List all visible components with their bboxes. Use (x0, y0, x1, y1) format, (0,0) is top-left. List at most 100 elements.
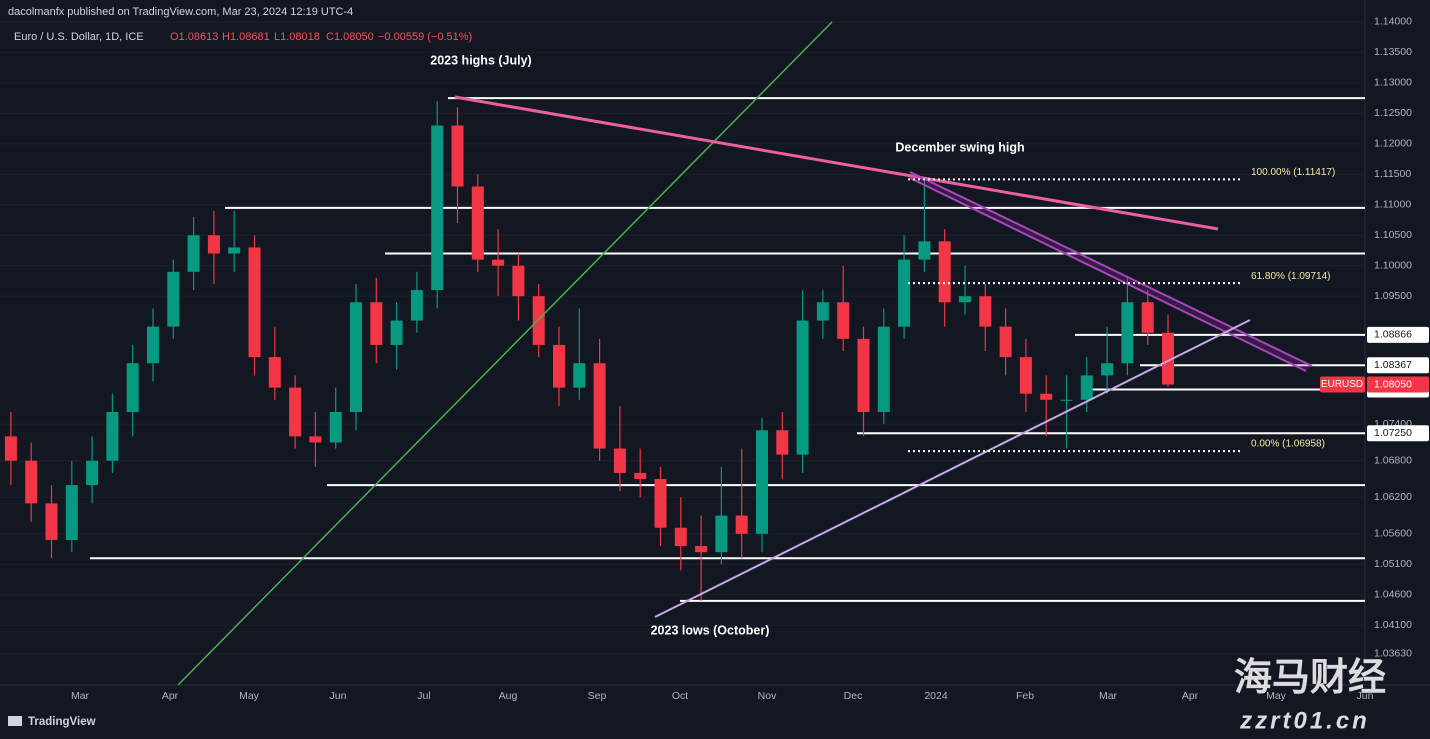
price-tags: 1.088661.083671.079681.07250EURUSD1.0805… (1320, 326, 1429, 442)
fib-label: 0.00% (1.06958) (1251, 439, 1325, 450)
price-tag-label: 1.07250 (1374, 427, 1412, 439)
x-tick-label: May (1266, 690, 1287, 702)
candle-body (613, 448, 626, 473)
candle-body (147, 326, 159, 364)
x-tick-label: 2024 (924, 690, 948, 702)
candle-body (837, 302, 850, 339)
last-price-name-box (1320, 376, 1365, 393)
ohlc-value: L1.08018 (274, 31, 320, 43)
time-axis: Mar Apr May Jun Jul Aug Sep Oct Nov Dec 2024 Feb Mar… (71, 690, 1374, 702)
annotation: December swing high (895, 140, 1024, 154)
price-tag-label: 1.08367 (1374, 359, 1412, 371)
candle-body (634, 472, 647, 480)
candle-body (735, 515, 748, 534)
candle-body (86, 460, 99, 486)
x-tick-label: May (239, 690, 260, 702)
x-tick-label: Mar (71, 690, 90, 702)
candle-body (390, 320, 403, 345)
candle-body (106, 411, 119, 461)
candle-body (228, 247, 241, 254)
candle-body (512, 265, 525, 297)
candle-body (370, 302, 383, 345)
x-tick-label: Jun (330, 690, 347, 702)
candle-body (918, 241, 931, 260)
candle-body (207, 235, 220, 254)
y-tick-label: 1.11000 (1374, 199, 1411, 211)
candle-body (816, 302, 829, 321)
fib-levels: 100.00% (1.11417) 61.80% (1.09714) 0.00% (… (908, 167, 1335, 453)
candle-body (695, 546, 708, 553)
candle-body (898, 259, 911, 327)
candle-body (1019, 357, 1032, 394)
candle-body (65, 485, 78, 540)
candle-body (4, 436, 17, 461)
trendline-purple (909, 177, 1307, 372)
x-tick-label: Feb (1016, 690, 1034, 702)
watermark: 海马财经 (1234, 657, 1386, 699)
trendline-lilac (654, 319, 1251, 618)
last-price-label: 1.08050 (1374, 378, 1412, 390)
candle-body (492, 259, 505, 266)
x-tick-label: Sep (588, 690, 607, 702)
grid (0, 21, 1365, 655)
y-tick-label: 1.05600 (1374, 528, 1412, 540)
trendline-green (177, 21, 833, 685)
y-tick-label: 1.10000 (1374, 259, 1412, 271)
logo-text: TradingView (28, 716, 96, 728)
y-tick-label: 1.10500 (1374, 229, 1412, 241)
ohlc-value: C1.08050 (326, 31, 374, 43)
last-price-box (1367, 376, 1429, 393)
candle-body (532, 296, 545, 345)
y-tick-label: 1.06800 (1374, 455, 1412, 467)
x-tick-label: Apr (162, 690, 179, 702)
candle-body (329, 411, 342, 443)
candle-body (776, 430, 789, 455)
x-tick-label: Aug (499, 690, 518, 702)
candle-body (471, 186, 484, 260)
trendline-pink (454, 95, 1219, 231)
last-price-name: EURUSD (1321, 379, 1363, 390)
price-tag-label: 1.08866 (1374, 329, 1412, 341)
price-tag-box (1367, 326, 1429, 343)
annotation: 2023 lows (October) (651, 623, 770, 637)
candle-body (167, 271, 180, 327)
candle-body (654, 479, 667, 528)
candle-body (187, 235, 200, 272)
y-tick-label: 1.06200 (1374, 491, 1412, 503)
candle-body (289, 387, 302, 437)
candle-body (1141, 302, 1154, 333)
candle-body (553, 344, 565, 388)
candle-body (573, 363, 586, 388)
candle-body (796, 320, 809, 455)
logo-icon (8, 716, 22, 726)
x-tick-label: Apr (1182, 690, 1199, 702)
candle-body (1060, 399, 1073, 401)
y-tick-label: 1.13500 (1374, 46, 1412, 58)
symbol-title: Euro / U.S. Dollar, 1D, ICE (14, 31, 144, 43)
candle-body (674, 527, 687, 547)
x-tick-label: Jul (417, 690, 430, 702)
candle-body (938, 241, 951, 303)
x-tick-label: Nov (758, 690, 777, 702)
ohlc-value: H1.08681 (222, 31, 270, 43)
fib-label: 100.00% (1.11417) (1251, 167, 1335, 178)
ohlc-value: −0.00559 (−0.51%) (378, 31, 472, 43)
y-tick-label: 1.03630 (1374, 648, 1412, 660)
y-tick-label: 1.14000 (1374, 16, 1412, 28)
attribution: dacolmanfx published on TradingView.com,… (8, 6, 353, 18)
x-tick-label: Mar (1099, 690, 1118, 702)
y-tick-label: 1.05100 (1374, 558, 1412, 570)
candle-body (959, 296, 971, 303)
candle-body (431, 125, 444, 291)
channel-fill (910, 172, 1312, 371)
candle-body (1101, 363, 1114, 376)
candle-body (350, 302, 362, 412)
candle-body (451, 125, 464, 187)
y-tick-label: 1.12500 (1374, 107, 1412, 119)
candle-body (25, 460, 38, 504)
trendline-purple (909, 171, 1313, 367)
ohlc-legend: O1.08613 H1.08681 L1.08018 C1.08050 −0.00559… (170, 31, 472, 43)
fib-label: 61.80% (1.09714) (1251, 271, 1331, 282)
